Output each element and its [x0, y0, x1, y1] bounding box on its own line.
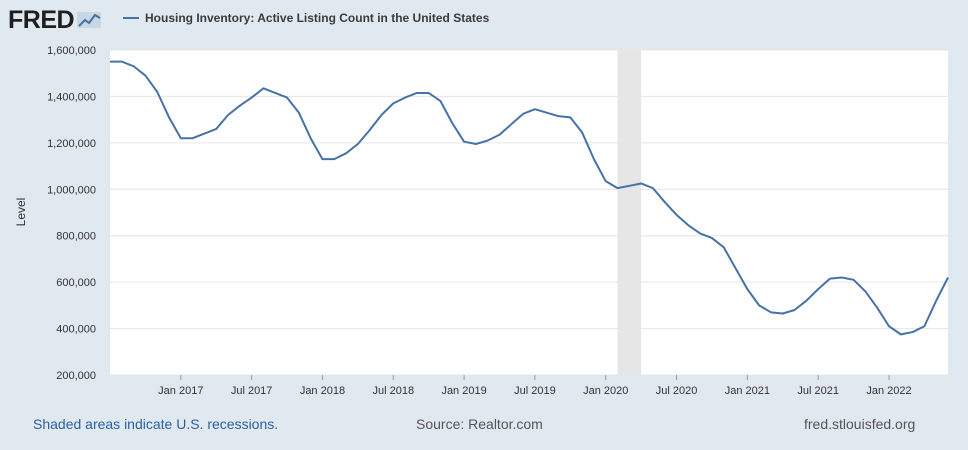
recession-band [617, 50, 642, 375]
y-axis-label: Level [14, 198, 28, 227]
x-axis: Jan 2017 Jul 2017 Jan 2018 Jul 2018 Jan 2019… [158, 375, 912, 397]
y-tick-label: 400,000 [56, 324, 96, 336]
y-tick-label: 200,000 [56, 370, 96, 382]
x-tick-label: Jan 2018 [300, 385, 345, 397]
header: FRED Housing Inventory: Active Listing C… [0, 0, 968, 40]
recession-layer [617, 50, 642, 375]
y-axis: 200,000 400,000 600,000 800,000 1,000,000 1,2… [47, 45, 96, 382]
chart-legend: Housing Inventory: Active Listing Count … [123, 11, 489, 25]
x-tick-label: Jul 2017 [231, 385, 273, 397]
x-tick-label: Jul 2021 [797, 385, 839, 397]
y-tick-label: 1,200,000 [47, 138, 96, 150]
plot-background [110, 50, 948, 375]
logo-text: FRED [8, 6, 75, 34]
x-tick-label: Jul 2020 [656, 385, 698, 397]
x-tick-label: Jan 2021 [725, 385, 770, 397]
x-tick-label: Jan 2020 [583, 385, 628, 397]
x-tick-label: Jan 2019 [441, 385, 486, 397]
grid-layer [110, 49, 948, 376]
site-link[interactable]: fred.stlouisfed.org [804, 416, 916, 432]
y-tick-label: 1,000,000 [47, 184, 96, 196]
fred-logo[interactable]: FRED [8, 6, 103, 34]
series-layer [110, 60, 949, 336]
y-tick-label: 1,400,000 [47, 91, 96, 103]
y-tick-label: 800,000 [56, 231, 96, 243]
legend-series-label: Housing Inventory: Active Listing Count … [145, 11, 490, 25]
line-chart[interactable]: 200,000 400,000 600,000 800,000 1,000,000 1,2… [0, 40, 968, 400]
recession-note: Shaded areas indicate U.S. recessions. [33, 416, 279, 432]
y-tick-label: 1,600,000 [47, 45, 96, 57]
x-tick-label: Jul 2019 [514, 385, 556, 397]
x-tick-label: Jan 2017 [158, 385, 203, 397]
footer: Shaded areas indicate U.S. recessions. S… [0, 412, 968, 440]
trend-chart-icon [77, 12, 102, 28]
x-tick-label: Jan 2022 [866, 385, 911, 397]
x-tick-label: Jul 2018 [372, 385, 414, 397]
series-line [110, 60, 949, 336]
source-text: Source: Realtor.com [416, 416, 543, 432]
legend-line-swatch [123, 17, 139, 19]
y-tick-label: 600,000 [56, 277, 96, 289]
